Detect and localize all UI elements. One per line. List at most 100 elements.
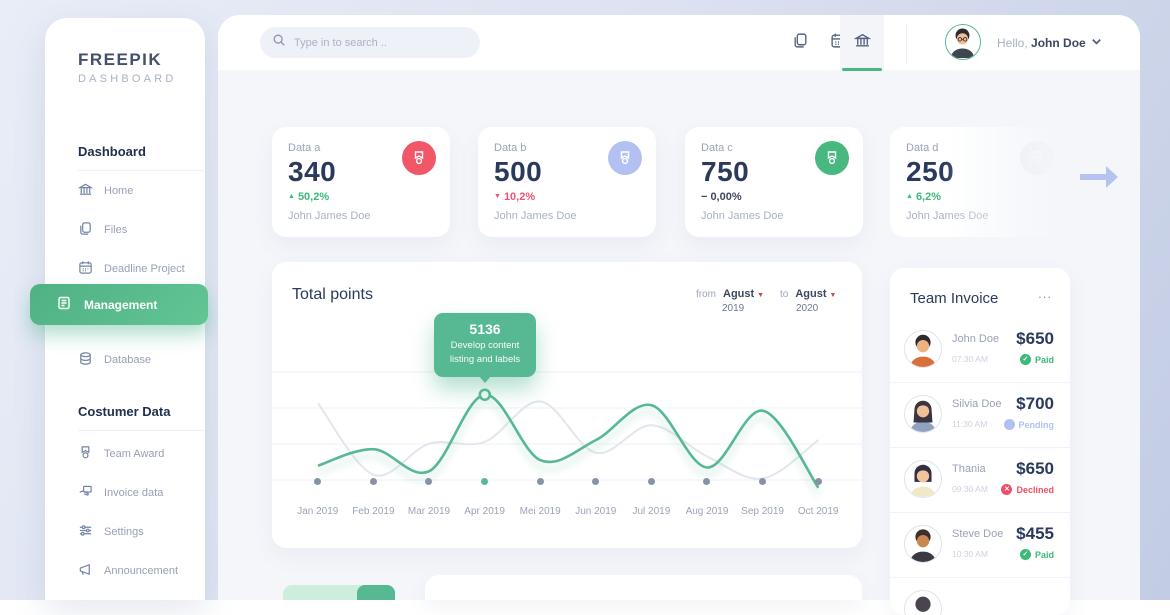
bank-home-icon	[77, 182, 94, 200]
x-icon: ✕	[1001, 484, 1013, 495]
stat-delta: ▲ 6,2%	[906, 191, 942, 203]
invoice-name: Thania	[952, 463, 986, 475]
stat-delta: ▼ 10,2%	[494, 191, 536, 203]
x-axis-labels: Jan 2019 Feb 2019 Mar 2019 Apr 2019 Mei …	[290, 506, 846, 517]
bottom-toggle-partial[interactable]	[283, 585, 395, 600]
stat-label: Data b	[494, 142, 527, 154]
month-dot	[647, 478, 655, 485]
sidebar-item-deadline-project[interactable]: Deadline Project	[78, 258, 205, 280]
database-icon	[78, 351, 93, 369]
chart-tooltip: 5136 Develop content listing and labels	[434, 313, 536, 383]
sidebar-item-home[interactable]: Home	[77, 180, 205, 202]
month-dot-active	[481, 478, 489, 485]
month-dot	[814, 478, 822, 485]
invoice-row[interactable]: Thania 09:30 AM $650 ✕ Declined	[890, 448, 1070, 513]
sliders-icon	[78, 523, 93, 541]
x-tick: Aug 2019	[685, 506, 729, 517]
check-icon: ✓	[1019, 549, 1031, 560]
stat-label: Data a	[288, 142, 321, 154]
invoice-time: 11:30 AM	[952, 419, 988, 429]
invoice-row[interactable]: John Doe 07:30 AM $650 ✓ Paid	[890, 318, 1070, 383]
highlighted-point-marker	[478, 388, 492, 401]
line-chart	[272, 371, 862, 489]
x-tick: Apr 2019	[464, 506, 505, 517]
month-dot	[592, 478, 600, 485]
tooltip-line1: Develop content	[450, 340, 520, 351]
sidebar-item-label: Team Award	[104, 448, 165, 460]
stat-card-data-a[interactable]: Data a 340 ▲ 50,2% John James Doe	[272, 127, 450, 237]
minus-icon: −	[701, 191, 708, 203]
stat-card-data-c[interactable]: Data c 750 −0,00% John James Doe	[685, 127, 863, 237]
sidebar-item-label: Settings	[104, 526, 144, 538]
next-cards-arrow-icon[interactable]	[1078, 162, 1120, 197]
stat-owner: John James Doe	[288, 210, 371, 222]
bottom-toggle-segment	[357, 585, 395, 600]
more-options-icon[interactable]: ...	[1038, 286, 1052, 301]
to-label: to	[780, 289, 789, 300]
invoice-name: Silvia Doe	[952, 398, 1002, 410]
medal-icon	[78, 445, 93, 463]
sidebar-item-database[interactable]: Database	[78, 349, 205, 371]
top-bar: Hello, John Doe	[218, 15, 1140, 71]
tooltip-line2: listing and labels	[449, 354, 521, 365]
invoice-time: 07:30 AM	[952, 354, 988, 364]
invoice-row[interactable]: Silvia Doe 11:30 AM $700 Pending	[890, 383, 1070, 448]
megaphone-icon	[78, 562, 93, 580]
stat-label: Data c	[701, 142, 733, 154]
divider	[78, 430, 205, 431]
invoice-name: Steve Doe	[952, 528, 1004, 540]
search-box[interactable]	[260, 27, 480, 58]
sidebar-item-settings[interactable]: Settings	[78, 521, 205, 543]
topbar-home-button[interactable]	[840, 15, 884, 70]
invoice-name: John Doe	[952, 333, 1000, 345]
previous-series-line	[317, 400, 819, 480]
calendar-icon	[78, 260, 93, 278]
stat-value: 250	[906, 156, 955, 187]
topbar-files-button[interactable]	[778, 15, 822, 70]
stat-card-data-d[interactable]: Data d 250 ▲ 6,2% John James Doe	[890, 127, 1068, 237]
invoice-row-partial	[890, 578, 1070, 615]
x-tick: Feb 2019	[352, 506, 395, 517]
chevron-down-icon[interactable]	[1090, 35, 1103, 53]
divider	[906, 23, 907, 63]
sidebar-item-files[interactable]: Files	[78, 219, 205, 241]
caret-down-icon: ▼	[829, 292, 837, 299]
stat-value: 500	[494, 156, 543, 187]
sidebar-section-costumer-data: Costumer Data	[78, 404, 171, 419]
x-tick: Jun 2019	[575, 506, 617, 517]
sidebar-item-announcement[interactable]: Announcement	[78, 560, 205, 582]
x-tick: Oct 2019	[797, 506, 839, 517]
bottom-card-partial	[425, 575, 862, 600]
sidebar-item-invoice-data[interactable]: Invoice data	[78, 482, 205, 504]
medal-badge-icon	[815, 141, 849, 175]
search-input[interactable]	[294, 36, 464, 49]
invoice-time: 09:30 AM	[952, 484, 988, 494]
from-value: Agust	[723, 288, 755, 300]
invoice-rows: John Doe 07:30 AM $650 ✓ Paid	[890, 318, 1070, 615]
month-dot	[703, 478, 711, 485]
up-arrow-icon: ▲	[906, 193, 913, 200]
sidebar: FREEPIK DASHBOARD Dashboard Home Files	[30, 18, 208, 600]
up-arrow-icon: ▲	[288, 193, 295, 200]
stat-label: Data d	[906, 142, 939, 154]
avatar	[904, 460, 942, 498]
range-to-select[interactable]: to Agust ▼ 2020	[780, 288, 836, 314]
brand-line2: DASHBOARD	[78, 73, 177, 85]
invoice-amount: $455	[1016, 524, 1054, 543]
stat-delta: −0,00%	[701, 191, 742, 203]
to-value: Agust	[795, 288, 827, 300]
chart-title: Total points	[292, 286, 373, 303]
invoice-row[interactable]: Steve Doe 10:30 AM $455 ✓ Paid	[890, 513, 1070, 578]
stat-delta: ▲ 50,2%	[288, 191, 330, 203]
sidebar-item-management[interactable]: Management	[30, 284, 208, 325]
pending-dot-icon	[1003, 419, 1015, 430]
medal-badge-icon	[608, 141, 642, 175]
sidebar-item-team-award[interactable]: Team Award	[78, 443, 205, 465]
caret-down-icon: ▼	[757, 292, 765, 299]
divider	[78, 170, 205, 171]
status-badge: ✓ Paid	[1019, 549, 1054, 560]
range-from-select[interactable]: from Agust ▼ 2019	[696, 288, 764, 314]
avatar	[904, 590, 942, 615]
user-avatar[interactable]	[945, 24, 981, 60]
stat-card-data-b[interactable]: Data b 500 ▼ 10,2% John James Doe	[478, 127, 656, 237]
